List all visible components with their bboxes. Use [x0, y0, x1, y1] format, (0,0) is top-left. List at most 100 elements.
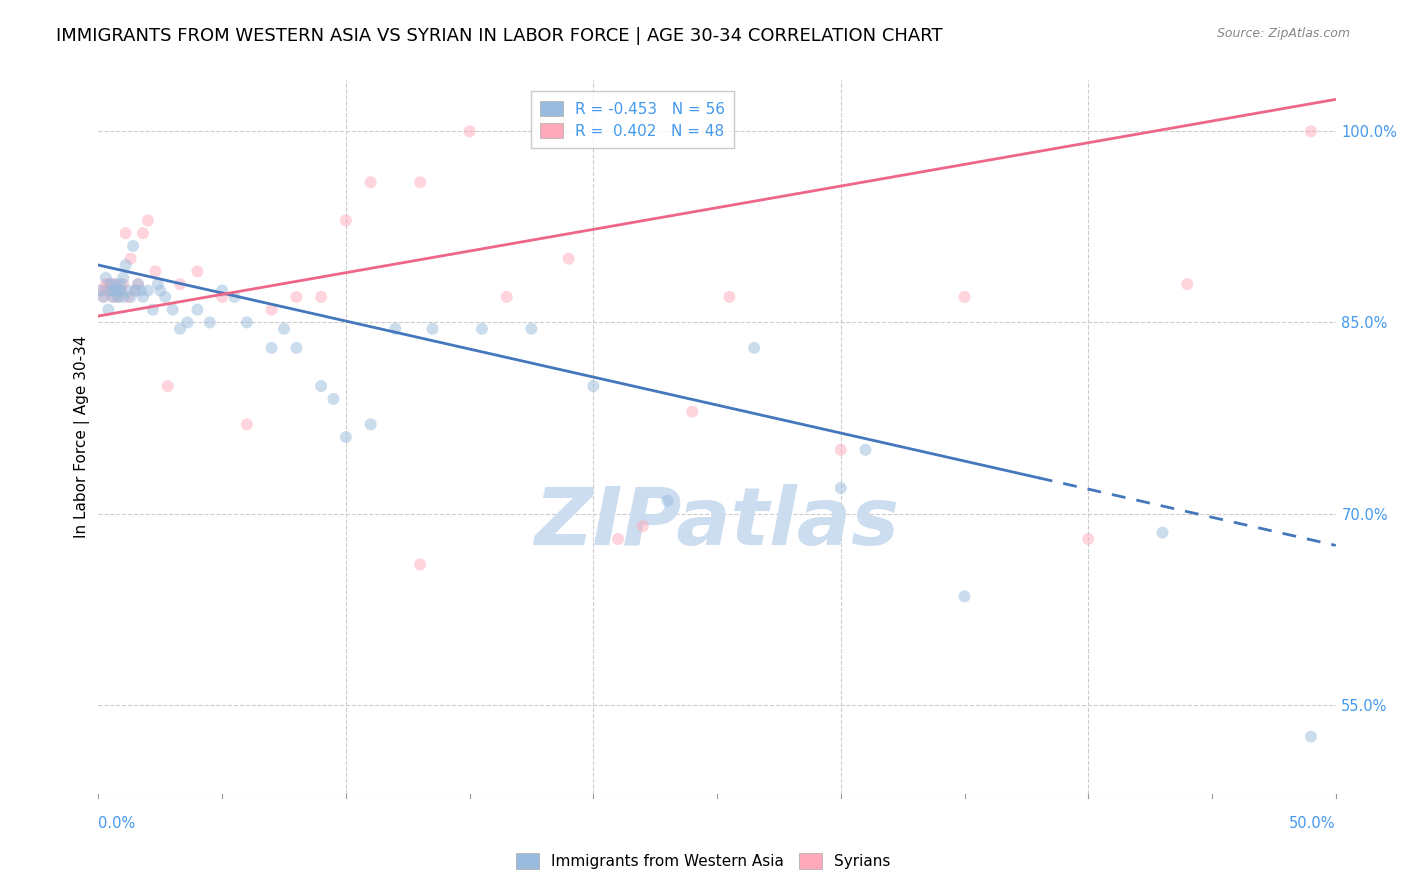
Point — [104, 277, 127, 292]
Point — [198, 315, 221, 329]
Point — [93, 290, 115, 304]
Point — [107, 290, 129, 304]
Point — [186, 302, 208, 317]
Point — [285, 341, 308, 355]
Point — [146, 277, 169, 292]
Point — [458, 124, 481, 138]
Point — [830, 481, 852, 495]
Point — [855, 442, 877, 457]
Point — [1299, 124, 1322, 138]
Point — [718, 290, 741, 304]
Point — [136, 213, 159, 227]
Point — [90, 284, 112, 298]
Point — [1299, 730, 1322, 744]
Point — [97, 277, 120, 292]
Text: 50.0%: 50.0% — [1289, 816, 1336, 831]
Point — [100, 277, 122, 292]
Point — [129, 284, 152, 298]
Point — [112, 290, 135, 304]
Point — [94, 277, 117, 292]
Point — [236, 315, 259, 329]
Point — [104, 284, 127, 298]
Point — [156, 379, 179, 393]
Point — [211, 290, 233, 304]
Point — [93, 290, 115, 304]
Point — [1152, 525, 1174, 540]
Point — [100, 277, 122, 292]
Point — [120, 290, 142, 304]
Point — [107, 284, 129, 298]
Point — [114, 258, 136, 272]
Point — [103, 290, 125, 304]
Point — [309, 379, 332, 393]
Text: ZIPatlas: ZIPatlas — [534, 483, 900, 562]
Point — [94, 270, 117, 285]
Point — [557, 252, 579, 266]
Point — [322, 392, 344, 406]
Point — [953, 290, 976, 304]
Point — [122, 239, 145, 253]
Point — [1077, 532, 1099, 546]
Point — [132, 290, 155, 304]
Point — [120, 252, 142, 266]
Point — [132, 226, 155, 240]
Point — [335, 213, 357, 227]
Point — [169, 277, 191, 292]
Y-axis label: In Labor Force | Age 30-34: In Labor Force | Age 30-34 — [75, 335, 90, 539]
Point — [124, 284, 146, 298]
Point — [953, 590, 976, 604]
Point — [495, 290, 517, 304]
Point — [176, 315, 198, 329]
Text: 0.0%: 0.0% — [98, 816, 135, 831]
Point — [100, 284, 122, 298]
Point — [681, 404, 703, 418]
Point — [360, 175, 382, 189]
Point — [94, 284, 117, 298]
Point — [103, 290, 125, 304]
Point — [607, 532, 630, 546]
Point — [273, 322, 295, 336]
Point — [657, 493, 679, 508]
Point — [224, 290, 246, 304]
Point — [742, 341, 765, 355]
Point — [100, 284, 122, 298]
Point — [1175, 277, 1198, 292]
Point — [117, 284, 139, 298]
Point — [97, 302, 120, 317]
Point — [127, 277, 149, 292]
Point — [582, 379, 605, 393]
Point — [117, 290, 139, 304]
Point — [520, 322, 543, 336]
Point — [104, 277, 127, 292]
Point — [169, 322, 191, 336]
Point — [124, 284, 146, 298]
Point — [830, 442, 852, 457]
Point — [142, 302, 165, 317]
Point — [260, 302, 283, 317]
Point — [103, 284, 125, 298]
Point — [110, 284, 132, 298]
Point — [97, 284, 120, 298]
Point — [149, 284, 172, 298]
Point — [90, 284, 112, 298]
Point — [162, 302, 184, 317]
Text: IMMIGRANTS FROM WESTERN ASIA VS SYRIAN IN LABOR FORCE | AGE 30-34 CORRELATION CH: IMMIGRANTS FROM WESTERN ASIA VS SYRIAN I… — [56, 27, 943, 45]
Point — [186, 264, 208, 278]
Point — [104, 284, 127, 298]
Point — [103, 284, 125, 298]
Point — [110, 284, 132, 298]
Point — [155, 290, 177, 304]
Point — [112, 270, 135, 285]
Point — [384, 322, 406, 336]
Point — [285, 290, 308, 304]
Point — [107, 290, 129, 304]
Point — [360, 417, 382, 432]
Point — [136, 284, 159, 298]
Point — [211, 284, 233, 298]
Point — [471, 322, 494, 336]
Point — [107, 284, 129, 298]
Point — [236, 417, 259, 432]
Point — [114, 226, 136, 240]
Point — [143, 264, 166, 278]
Point — [409, 558, 432, 572]
